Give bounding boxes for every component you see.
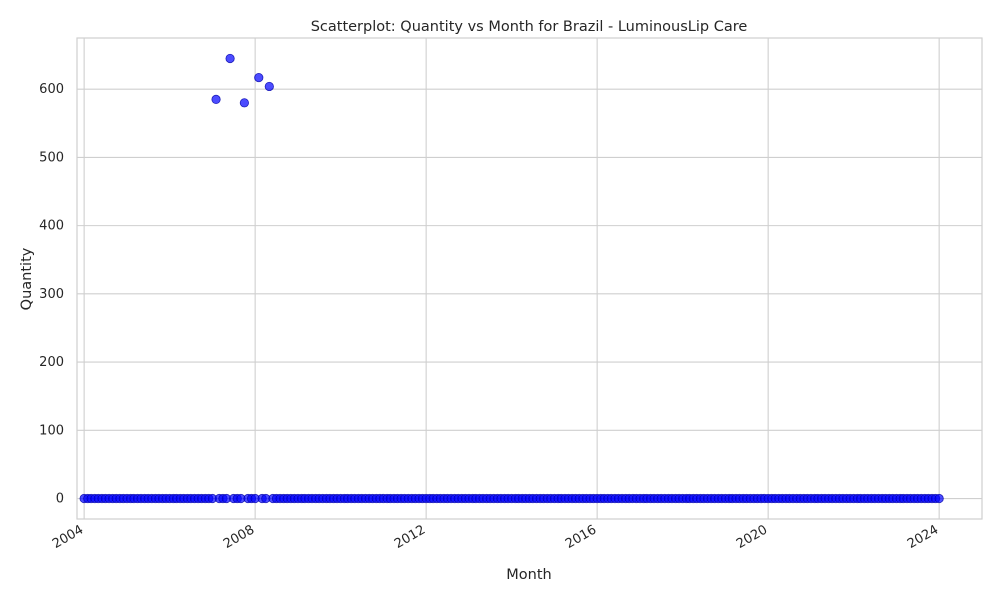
- scatter-point: [254, 72, 264, 83]
- y-tick-label: 400: [39, 219, 64, 234]
- y-tick-label: 100: [39, 423, 64, 438]
- scatter-point: [239, 98, 249, 108]
- scatter-point: [211, 94, 221, 105]
- chart-title: Scatterplot: Quantity vs Month for Brazi…: [311, 19, 748, 35]
- y-tick-label: 300: [39, 287, 64, 302]
- scatter-point: [264, 81, 274, 92]
- scatter-point: [225, 53, 235, 64]
- x-tick-label: 2008: [221, 522, 257, 552]
- ticks-layer: 2004 2008 2012 2016 2020 2024 0 100 200 300 400 500…: [39, 82, 941, 552]
- x-tick-label: 2016: [563, 522, 599, 552]
- grid-layer: [77, 38, 982, 519]
- y-axis-label: Quantity: [19, 247, 35, 310]
- y-tick-label: 600: [39, 82, 64, 97]
- x-axis-label: Month: [506, 567, 551, 583]
- y-tick-label: 500: [39, 150, 64, 165]
- y-tick-label: 0: [56, 492, 64, 507]
- x-tick-label: 2012: [392, 522, 428, 552]
- x-tick-label: 2024: [905, 522, 941, 552]
- scatter-point: [934, 493, 944, 504]
- points-layer: [79, 53, 944, 504]
- x-tick-label: 2020: [734, 522, 770, 552]
- x-tick-label: 2004: [50, 522, 86, 552]
- y-tick-label: 200: [39, 355, 64, 370]
- plot-frame: [76, 37, 983, 520]
